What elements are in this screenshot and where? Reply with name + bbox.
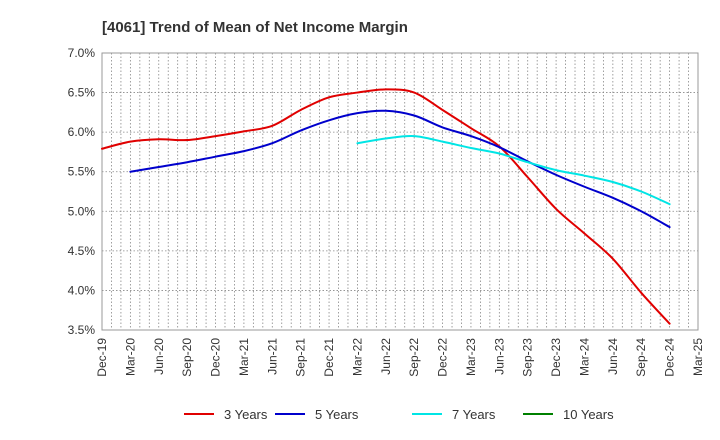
y-tick-label: 7.0%	[68, 46, 96, 60]
x-tick-label: Mar-23	[464, 338, 478, 376]
series-line-5-years	[129, 109, 671, 229]
x-tick-label: Sep-20	[180, 338, 194, 377]
x-tick-label: Dec-21	[322, 338, 336, 377]
x-axis: Dec-19 Mar-20 Jun-20 Sep-20 Dec-20 Mar-21 Jun-…	[95, 338, 705, 377]
y-tick-label: 4.0%	[68, 283, 96, 297]
y-tick-label: 6.5%	[68, 86, 96, 100]
series-line-7-years	[356, 135, 671, 206]
y-axis: 3.5% 4.0% 4.5% 5.0% 5.5% 6.0% 6.5% 7.0%	[68, 46, 96, 337]
x-tick-label: Dec-22	[436, 338, 450, 377]
legend-label-7-years: 7 Years	[452, 407, 496, 422]
x-tick-label: Sep-24	[634, 338, 648, 377]
plot-area	[101, 52, 699, 331]
x-tick-label: Mar-25	[691, 338, 705, 376]
legend-label-5-years: 5 Years	[315, 407, 359, 422]
x-tick-label: Dec-20	[209, 338, 223, 377]
y-tick-label: 5.5%	[68, 165, 96, 179]
x-tick-label: Jun-24	[606, 338, 620, 375]
legend: 3 Years 5 Years 7 Years 10 Years	[184, 407, 614, 422]
x-tick-label: Mar-21	[237, 338, 251, 376]
y-tick-label: 5.0%	[68, 204, 96, 218]
y-tick-label: 3.5%	[68, 323, 96, 337]
legend-label-10-years: 10 Years	[563, 407, 614, 422]
x-tick-label: Jun-22	[379, 338, 393, 375]
x-tick-label: Jun-21	[265, 338, 279, 375]
x-tick-label: Mar-24	[577, 338, 591, 376]
series-line-3-years	[101, 88, 671, 325]
x-tick-label: Dec-24	[663, 338, 677, 377]
series-lines	[101, 88, 671, 325]
chart-title: [4061] Trend of Mean of Net Income Margi…	[102, 19, 408, 36]
x-tick-label: Dec-23	[549, 338, 563, 377]
x-tick-label: Mar-22	[350, 338, 364, 376]
x-tick-label: Mar-20	[123, 338, 137, 376]
legend-label-3-years: 3 Years	[224, 407, 268, 422]
x-tick-label: Sep-23	[521, 338, 535, 377]
y-tick-label: 4.5%	[68, 244, 96, 258]
x-tick-label: Dec-19	[95, 338, 109, 377]
x-tick-label: Jun-23	[492, 338, 506, 375]
grid	[102, 53, 698, 330]
x-tick-label: Jun-20	[152, 338, 166, 375]
y-tick-label: 6.0%	[68, 125, 96, 139]
x-tick-label: Sep-22	[407, 338, 421, 377]
x-tick-label: Sep-21	[294, 338, 308, 377]
